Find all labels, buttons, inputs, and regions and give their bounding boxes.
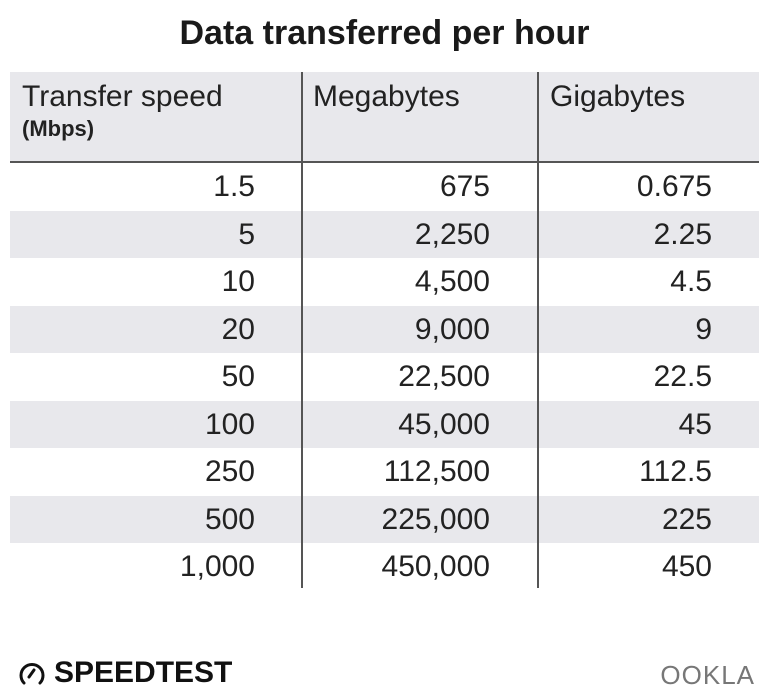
header-gigabytes: Gigabytes <box>550 80 686 113</box>
gigabytes-cell: 112.5 <box>639 455 712 488</box>
table-row: 1,000 450,000 450 <box>10 543 759 591</box>
table-row: 20 9,000 9 <box>10 305 759 353</box>
speed-cell: 50 <box>221 360 255 393</box>
table-header: Transfer speed (Mbps) Megabytes Gigabyte… <box>10 72 759 163</box>
table-row: 10 4,500 4.5 <box>10 258 759 306</box>
megabytes-cell: 4,500 <box>414 265 490 298</box>
speed-cell: 5 <box>238 217 255 251</box>
speed-cell: 10 <box>221 265 255 298</box>
megabytes-cell: 9,000 <box>414 312 490 346</box>
speed-cell: 1.5 <box>213 170 255 203</box>
megabytes-cell: 2,250 <box>414 217 490 251</box>
gigabytes-cell: 9 <box>695 312 712 346</box>
speed-cell: 250 <box>204 455 255 488</box>
table-row: 1.5 675 0.675 <box>10 163 759 211</box>
speed-cell: 100 <box>204 407 255 441</box>
header-transfer-speed: Transfer speed (Mbps) <box>22 80 223 142</box>
speedometer-icon <box>19 663 45 685</box>
speedtest-logo: SPEEDTEST <box>18 656 232 690</box>
table-row: 100 45,000 45 <box>10 400 759 448</box>
data-table: Transfer speed (Mbps) Megabytes Gigabyte… <box>10 72 759 591</box>
table-row: 500 225,000 225 <box>10 495 759 543</box>
column-divider <box>301 72 303 588</box>
table-row: 250 112,500 112.5 <box>10 448 759 496</box>
speed-cell: 1,000 <box>179 550 255 583</box>
megabytes-cell: 22,500 <box>398 360 490 393</box>
header-unit: (Mbps) <box>22 116 95 141</box>
speed-cell: 500 <box>204 502 255 536</box>
ookla-logo: OOKLA <box>660 660 755 690</box>
header-megabytes: Megabytes <box>313 80 460 113</box>
table-row: 5 2,250 2.25 <box>10 210 759 258</box>
megabytes-cell: 450,000 <box>381 550 490 583</box>
gigabytes-cell: 45 <box>678 407 712 441</box>
gigabytes-cell: 4.5 <box>670 265 712 298</box>
gigabytes-cell: 225 <box>661 502 712 536</box>
gigabytes-cell: 22.5 <box>653 360 712 393</box>
table-row: 50 22,500 22.5 <box>10 353 759 401</box>
megabytes-cell: 675 <box>439 170 490 203</box>
header-label: Transfer speed <box>22 80 223 113</box>
gigabytes-cell: 2.25 <box>653 217 712 251</box>
speed-cell: 20 <box>221 312 255 346</box>
megabytes-cell: 45,000 <box>398 407 490 441</box>
column-divider <box>537 72 539 588</box>
gigabytes-cell: 0.675 <box>636 170 712 203</box>
megabytes-cell: 225,000 <box>381 502 490 536</box>
gigabytes-cell: 450 <box>661 550 712 583</box>
chart-title: Data transferred per hour <box>179 14 590 52</box>
megabytes-cell: 112,500 <box>383 455 490 488</box>
speedtest-wordmark: SPEEDTEST <box>54 656 233 689</box>
